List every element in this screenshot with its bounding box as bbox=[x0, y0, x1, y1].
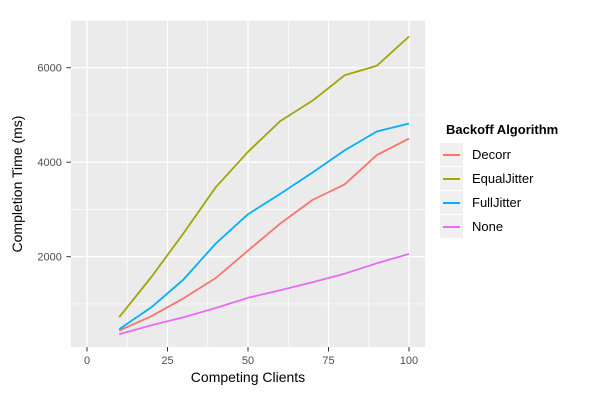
legend-key-line-icon bbox=[443, 177, 460, 180]
legend-key-line-icon bbox=[443, 153, 460, 156]
x-tick-label: 0 bbox=[84, 355, 90, 367]
y-tick-label: 6000 bbox=[37, 63, 61, 75]
legend-key bbox=[440, 191, 463, 214]
x-tick-label: 100 bbox=[400, 355, 418, 367]
legend-key-line-icon bbox=[443, 225, 460, 228]
series-line-fulljitter bbox=[118, 122, 410, 330]
legend-items: Decorr EqualJitter FullJitter None bbox=[440, 143, 558, 238]
series-line-decorr bbox=[118, 137, 410, 332]
legend-item-fulljitter: FullJitter bbox=[440, 191, 558, 214]
legend-key-line-icon bbox=[443, 201, 460, 204]
legend-title: Backoff Algorithm bbox=[446, 122, 559, 137]
legend-item-label: EqualJitter bbox=[472, 171, 534, 186]
legend-item-label: None bbox=[472, 219, 504, 234]
legend-key bbox=[440, 167, 463, 190]
legend-item-label: FullJitter bbox=[472, 195, 522, 210]
x-tick-label: 50 bbox=[242, 355, 254, 367]
y-tick-label: 2000 bbox=[37, 252, 61, 264]
legend-key bbox=[440, 143, 463, 166]
legend-item-label: Decorr bbox=[472, 147, 512, 162]
legend-item-decorr: Decorr bbox=[440, 143, 558, 166]
x-tick-label: 25 bbox=[161, 355, 173, 367]
y-tick-label: 4000 bbox=[37, 157, 61, 169]
legend-key bbox=[440, 215, 463, 238]
x-tick-label: 75 bbox=[322, 355, 334, 367]
legend-item-equaljitter: EqualJitter bbox=[440, 167, 558, 190]
y-axis-title: Completion Time (ms) bbox=[9, 115, 25, 253]
legend: Backoff Algorithm Decorr EqualJitter FullJ… bbox=[440, 122, 558, 239]
series-line-equaljitter bbox=[118, 35, 410, 318]
legend-item-none: None bbox=[440, 215, 558, 238]
x-axis-title: Competing Clients bbox=[190, 369, 306, 385]
series-line-none bbox=[118, 253, 410, 336]
